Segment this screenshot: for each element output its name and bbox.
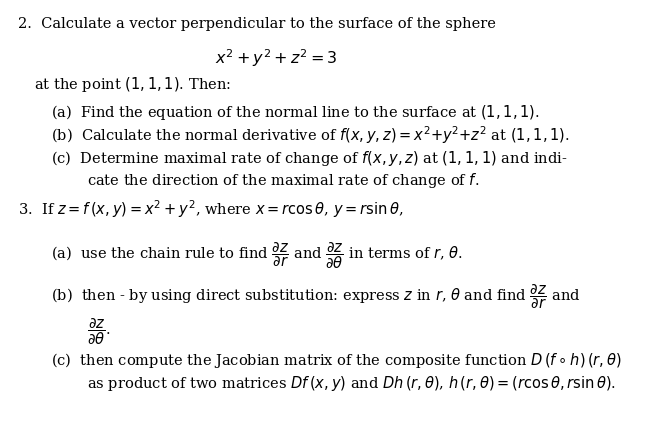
Text: (a)  Find the equation of the normal line to the surface at $(1, 1, 1)$.: (a) Find the equation of the normal line… [51, 102, 540, 121]
Text: $x^2 + y^2 + z^2 = 3$: $x^2 + y^2 + z^2 = 3$ [215, 47, 337, 69]
Text: (c)  Determine maximal rate of change of $f(x, y, z)$ at $(1, 1, 1)$ and indi-: (c) Determine maximal rate of change of … [51, 148, 567, 167]
Text: (b)  then - by using direct substitution: express $z$ in $r$, $\theta$ and find : (b) then - by using direct substitution:… [51, 282, 581, 311]
Text: (b)  Calculate the normal derivative of $f(x, y, z) = x^2{+}y^2{+}z^2$ at $(1, 1: (b) Calculate the normal derivative of $… [51, 124, 569, 146]
Text: $\dfrac{\partial z}{\partial \theta}$.: $\dfrac{\partial z}{\partial \theta}$. [87, 316, 110, 346]
Text: (c)  then compute the Jacobian matrix of the composite function $D\,(f \circ h)\: (c) then compute the Jacobian matrix of … [51, 350, 621, 369]
Text: 3.  If $z = f\,(x, y) = x^2 + y^2$, where $x = r\cos\theta$, $y = r\sin\theta$,: 3. If $z = f\,(x, y) = x^2 + y^2$, where… [18, 198, 403, 220]
Text: at the point $(1, 1, 1)$. Then:: at the point $(1, 1, 1)$. Then: [34, 74, 231, 93]
Text: 2.  Calculate a vector perpendicular to the surface of the sphere: 2. Calculate a vector perpendicular to t… [18, 17, 496, 31]
Text: (a)  use the chain rule to find $\dfrac{\partial z}{\partial r}$ and $\dfrac{\pa: (a) use the chain rule to find $\dfrac{\… [51, 240, 463, 270]
Text: cate the direction of the maximal rate of change of $f$.: cate the direction of the maximal rate o… [87, 170, 479, 189]
Text: as product of two matrices $Df\,(x, y)$ and $Dh\,(r, \theta)$, $h\,(r, \theta) =: as product of two matrices $Df\,(x, y)$ … [87, 374, 616, 392]
